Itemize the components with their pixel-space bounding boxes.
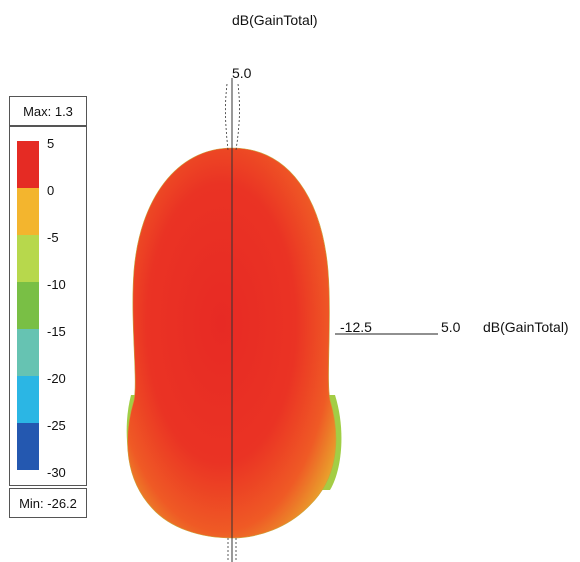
legend-tick-label: -15 — [47, 324, 66, 339]
legend-tick-label: -10 — [47, 277, 66, 292]
legend-tick-label: -25 — [47, 418, 66, 433]
legend-min-label: Min: -26.2 — [9, 488, 87, 518]
axis-top-value: 5.0 — [232, 65, 252, 81]
legend-swatch — [17, 282, 39, 329]
legend-max-label: Max: 1.3 — [9, 96, 87, 126]
scale-right-value: 5.0 — [441, 319, 461, 335]
plot-title: dB(GainTotal) — [232, 12, 318, 28]
legend-swatch — [17, 235, 39, 282]
scale-unit-label: dB(GainTotal) — [483, 319, 569, 335]
scale-left-value: -12.5 — [340, 319, 372, 335]
legend-swatch — [17, 376, 39, 423]
axis-beam-outline — [225, 83, 240, 151]
legend-swatch — [17, 329, 39, 376]
legend-swatch — [17, 141, 39, 188]
legend-tick-label: -20 — [47, 371, 66, 386]
legend-tick-label: 5 — [47, 136, 55, 151]
color-legend: Max: 1.3 5 0 -5 -10 -15 -20 -25 -30 Min: -26.2 — [9, 96, 87, 522]
legend-tick-label: -5 — [47, 230, 59, 245]
legend-swatch — [17, 423, 39, 470]
legend-color-bar: 5 0 -5 -10 -15 -20 -25 -30 — [9, 126, 87, 486]
legend-tick-label: -30 — [47, 465, 66, 480]
legend-tick-label: 0 — [47, 183, 55, 198]
legend-swatch — [17, 188, 39, 235]
